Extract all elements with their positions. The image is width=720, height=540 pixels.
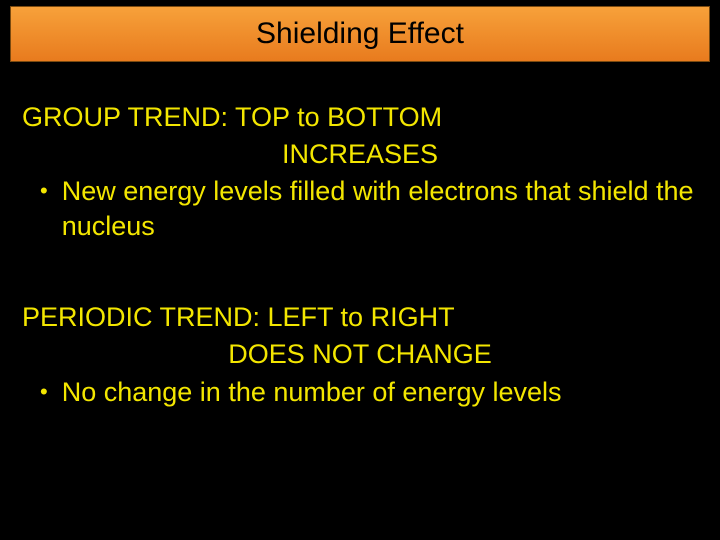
periodic-trend-heading: PERIODIC TREND: LEFT to RIGHT — [22, 300, 698, 335]
group-trend-heading: GROUP TREND: TOP to BOTTOM — [22, 100, 698, 135]
periodic-trend-bullet-row: • No change in the number of energy leve… — [22, 375, 698, 410]
group-trend-bullet-text: New energy levels filled with electrons … — [62, 174, 698, 244]
periodic-trend-result: DOES NOT CHANGE — [22, 337, 698, 372]
title-bar: Shielding Effect — [10, 6, 710, 62]
group-trend-result: INCREASES — [22, 137, 698, 172]
section-periodic-trend: PERIODIC TREND: LEFT to RIGHT DOES NOT C… — [22, 300, 698, 409]
slide-title: Shielding Effect — [256, 17, 464, 51]
section-group-trend: GROUP TREND: TOP to BOTTOM INCREASES • N… — [22, 100, 698, 244]
periodic-trend-bullet-text: No change in the number of energy levels — [62, 375, 698, 410]
bullet-icon: • — [40, 375, 48, 408]
bullet-icon: • — [40, 174, 48, 207]
group-trend-bullet-row: • New energy levels filled with electron… — [22, 174, 698, 244]
content-area: GROUP TREND: TOP to BOTTOM INCREASES • N… — [22, 100, 698, 410]
